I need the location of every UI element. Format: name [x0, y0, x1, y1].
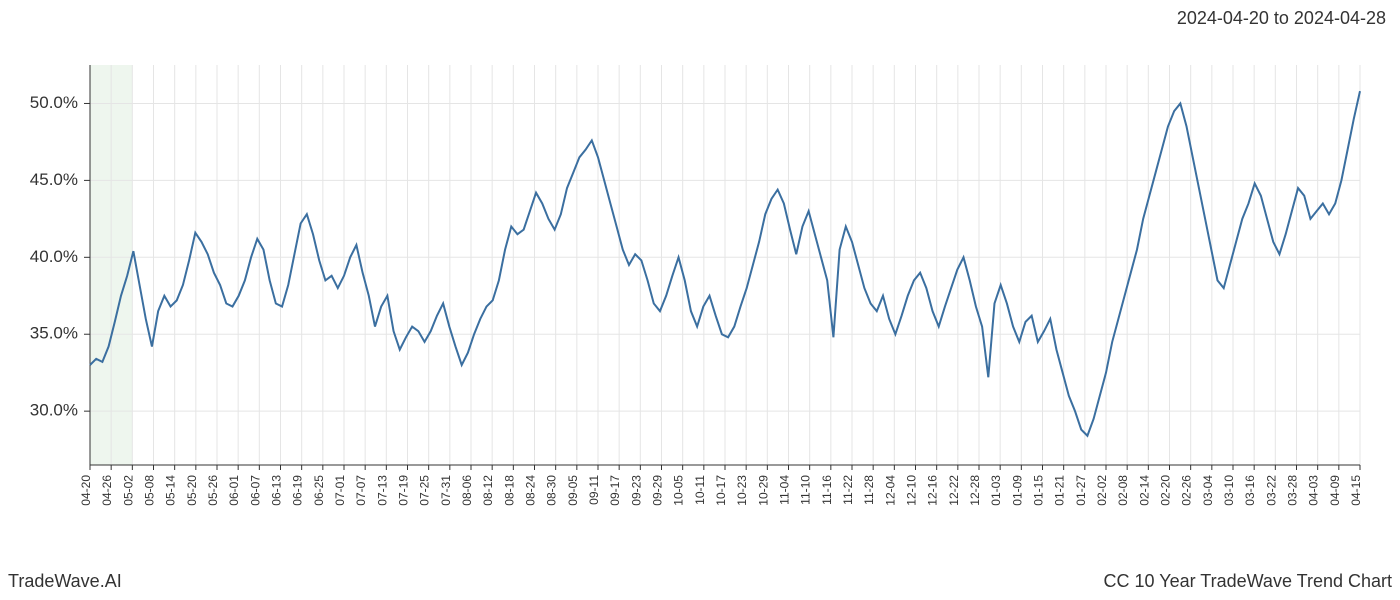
chart-title: CC 10 Year TradeWave Trend Chart — [1104, 571, 1392, 592]
x-tick-label: 04-03 — [1307, 475, 1321, 506]
x-tick-label: 01-03 — [989, 475, 1003, 506]
x-tick-label: 12-10 — [905, 475, 919, 506]
x-tick-label: 07-01 — [333, 475, 347, 506]
x-tick-label: 01-09 — [1010, 475, 1024, 506]
x-tick-label: 07-19 — [397, 475, 411, 506]
x-tick-label: 06-01 — [227, 475, 241, 506]
x-tick-label: 06-13 — [270, 475, 284, 506]
x-tick-label: 02-02 — [1095, 475, 1109, 506]
x-tick-label: 11-16 — [820, 475, 834, 505]
x-tick-label: 07-13 — [375, 475, 389, 506]
x-tick-label: 09-23 — [629, 475, 643, 506]
x-tick-label: 07-25 — [418, 475, 432, 506]
x-tick-label: 06-19 — [291, 475, 305, 506]
x-tick-label: 09-29 — [651, 475, 665, 506]
y-tick-label: 40.0% — [30, 247, 78, 266]
x-tick-label: 02-14 — [1137, 475, 1151, 506]
x-tick-label: 05-02 — [121, 475, 135, 506]
x-tick-label: 12-22 — [947, 475, 961, 506]
x-tick-label: 01-27 — [1074, 475, 1088, 506]
brand-label: TradeWave.AI — [8, 571, 122, 592]
x-tick-label: 03-28 — [1286, 475, 1300, 506]
trend-chart: 30.0%35.0%40.0%45.0%50.0%04-2004-2605-02… — [90, 45, 1380, 510]
x-tick-label: 05-08 — [143, 475, 157, 506]
x-tick-label: 06-07 — [248, 475, 262, 506]
x-tick-label: 12-16 — [926, 475, 940, 506]
x-tick-label: 10-17 — [714, 475, 728, 506]
x-tick-label: 10-23 — [735, 475, 749, 506]
x-tick-label: 03-04 — [1201, 475, 1215, 506]
y-tick-label: 35.0% — [30, 324, 78, 343]
x-tick-label: 10-11 — [693, 475, 707, 505]
x-tick-label: 05-14 — [164, 475, 178, 506]
x-tick-label: 04-20 — [79, 475, 93, 506]
x-tick-label: 01-21 — [1053, 475, 1067, 506]
x-tick-label: 08-18 — [502, 475, 516, 506]
x-tick-label: 01-15 — [1032, 475, 1046, 506]
x-tick-label: 06-25 — [312, 475, 326, 506]
date-range-label: 2024-04-20 to 2024-04-28 — [1177, 8, 1386, 29]
y-tick-label: 30.0% — [30, 401, 78, 420]
y-tick-label: 50.0% — [30, 93, 78, 112]
x-tick-label: 10-05 — [672, 475, 686, 506]
x-tick-label: 12-28 — [968, 475, 982, 506]
x-tick-label: 09-05 — [566, 475, 580, 506]
x-tick-label: 09-17 — [608, 475, 622, 506]
x-tick-label: 07-31 — [439, 475, 453, 506]
y-tick-label: 45.0% — [30, 170, 78, 189]
x-tick-label: 03-22 — [1264, 475, 1278, 506]
chart-svg: 30.0%35.0%40.0%45.0%50.0%04-2004-2605-02… — [90, 45, 1380, 510]
x-tick-label: 08-12 — [481, 475, 495, 506]
x-tick-label: 04-09 — [1328, 475, 1342, 506]
x-tick-label: 08-30 — [545, 475, 559, 506]
x-tick-label: 03-10 — [1222, 475, 1236, 506]
x-tick-label: 07-07 — [354, 475, 368, 506]
x-tick-label: 02-08 — [1116, 475, 1130, 506]
x-tick-label: 11-04 — [778, 475, 792, 505]
x-tick-label: 10-29 — [756, 475, 770, 506]
x-tick-label: 11-22 — [841, 475, 855, 505]
x-tick-label: 04-26 — [100, 475, 114, 506]
x-tick-label: 11-10 — [799, 475, 813, 505]
x-tick-label: 11-28 — [862, 475, 876, 505]
x-tick-label: 02-20 — [1159, 475, 1173, 506]
x-tick-label: 05-20 — [185, 475, 199, 506]
x-tick-label: 02-26 — [1180, 475, 1194, 506]
x-tick-label: 08-24 — [524, 475, 538, 506]
x-tick-label: 03-16 — [1243, 475, 1257, 506]
x-tick-label: 08-06 — [460, 475, 474, 506]
x-tick-label: 05-26 — [206, 475, 220, 506]
x-tick-label: 09-11 — [587, 475, 601, 505]
x-tick-label: 04-15 — [1349, 475, 1363, 506]
x-tick-label: 12-04 — [883, 475, 897, 506]
